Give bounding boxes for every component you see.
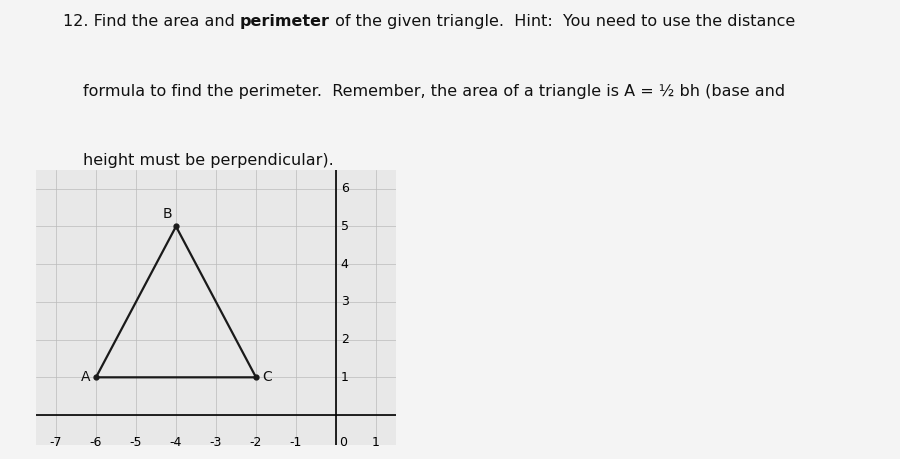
Text: -5: -5 — [130, 436, 142, 449]
Text: formula to find the perimeter.  Remember, the area of a triangle is A = ½ bh (ba: formula to find the perimeter. Remember,… — [83, 84, 785, 99]
Text: 12. Find the area and: 12. Find the area and — [63, 14, 240, 29]
Text: -2: -2 — [250, 436, 262, 449]
Text: 4: 4 — [341, 257, 348, 271]
Text: 2: 2 — [341, 333, 348, 346]
Text: -6: -6 — [90, 436, 103, 449]
Text: perimeter: perimeter — [240, 14, 330, 29]
Text: -4: -4 — [170, 436, 182, 449]
Text: C: C — [262, 370, 272, 384]
Text: 3: 3 — [341, 296, 348, 308]
Text: -1: -1 — [290, 436, 302, 449]
Text: B: B — [162, 207, 172, 221]
Text: 5: 5 — [341, 220, 349, 233]
Text: 0: 0 — [339, 436, 347, 449]
Text: -3: -3 — [210, 436, 222, 449]
Text: of the given triangle.  Hint:  You need to use the distance: of the given triangle. Hint: You need to… — [330, 14, 796, 29]
Text: 1: 1 — [341, 371, 348, 384]
Text: height must be perpendicular).: height must be perpendicular). — [83, 153, 334, 168]
Text: 1: 1 — [372, 436, 380, 449]
Text: -7: -7 — [50, 436, 62, 449]
Text: A: A — [80, 370, 90, 384]
Text: 6: 6 — [341, 182, 348, 195]
